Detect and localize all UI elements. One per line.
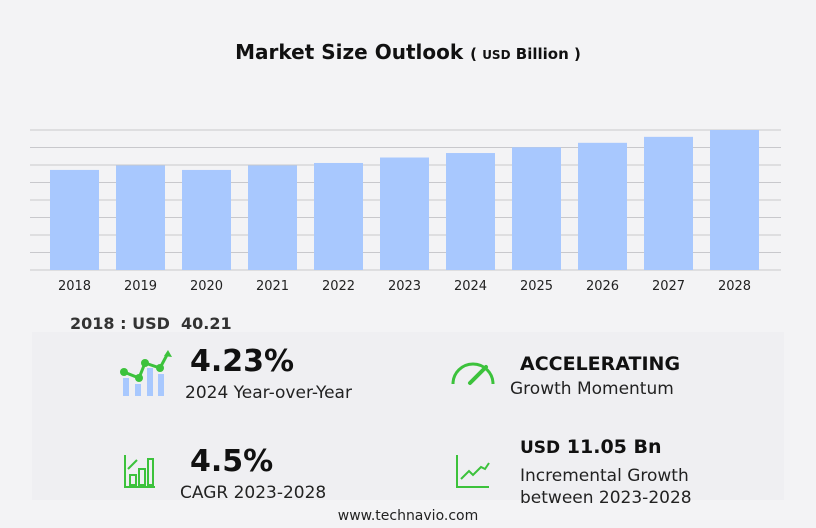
cagr-bar-icon xyxy=(124,455,155,488)
title-text: Market Size Outlook xyxy=(235,40,464,64)
x-tick-label: 2027 xyxy=(652,279,685,294)
incremental-label: Incremental Growth xyxy=(520,466,689,486)
bar-2026 xyxy=(578,142,627,270)
base-number: 40.21 xyxy=(181,314,232,333)
incremental-value: 11.05 Bn xyxy=(566,436,662,458)
x-tick-label: 2023 xyxy=(388,279,421,294)
cagr-label: CAGR 2023-2028 xyxy=(180,483,327,503)
x-tick-label: 2026 xyxy=(586,279,619,294)
bar-2024 xyxy=(446,153,495,270)
yoy-value: 4.23% xyxy=(190,344,295,379)
yoy-label: 2024 Year-over-Year xyxy=(185,383,352,403)
momentum-value: ACCELERATING xyxy=(520,353,681,375)
incremental-prefix: USD xyxy=(520,438,561,458)
bar-chart: 2018 2019 2020 2021 2022 2023 2024 2025 2026 2027… xyxy=(30,129,781,294)
bar-2019 xyxy=(116,165,165,270)
x-tick-label: 2018 xyxy=(58,279,91,294)
bar-2022 xyxy=(314,162,363,270)
speedometer-icon xyxy=(451,362,495,385)
bar-2021 xyxy=(248,165,297,270)
bar-2023 xyxy=(380,157,429,270)
chart-title: Market Size Outlook ( USD Billion ) xyxy=(235,40,581,64)
x-tick-label: 2022 xyxy=(322,279,355,294)
unit-prefix: USD xyxy=(482,48,511,62)
x-tick-label: 2019 xyxy=(124,279,157,294)
bar-2027 xyxy=(644,136,693,270)
bar-2025 xyxy=(512,147,561,270)
x-tick-label: 2025 xyxy=(520,279,553,294)
trend-line-icon xyxy=(456,455,490,488)
bar-2018 xyxy=(50,169,99,270)
momentum-label: Growth Momentum xyxy=(510,379,674,399)
x-tick-label: 2024 xyxy=(454,279,487,294)
incremental-period: between 2023-2028 xyxy=(520,488,692,508)
base-label: 2018 : USD xyxy=(70,314,170,333)
bar-2020 xyxy=(182,169,231,270)
growth-chart-icon xyxy=(120,350,172,396)
stats-panel xyxy=(32,332,784,500)
cagr-value: 4.5% xyxy=(190,444,274,479)
x-tick-label: 2020 xyxy=(190,279,223,294)
footer-url: www.technavio.com xyxy=(337,508,479,524)
unit-text: Billion xyxy=(515,45,569,63)
x-tick-label: 2021 xyxy=(256,279,289,294)
base-value: 2018 : USD 40.21 xyxy=(70,314,232,333)
bar-2028 xyxy=(710,130,759,270)
x-tick-label: 2028 xyxy=(718,279,751,294)
